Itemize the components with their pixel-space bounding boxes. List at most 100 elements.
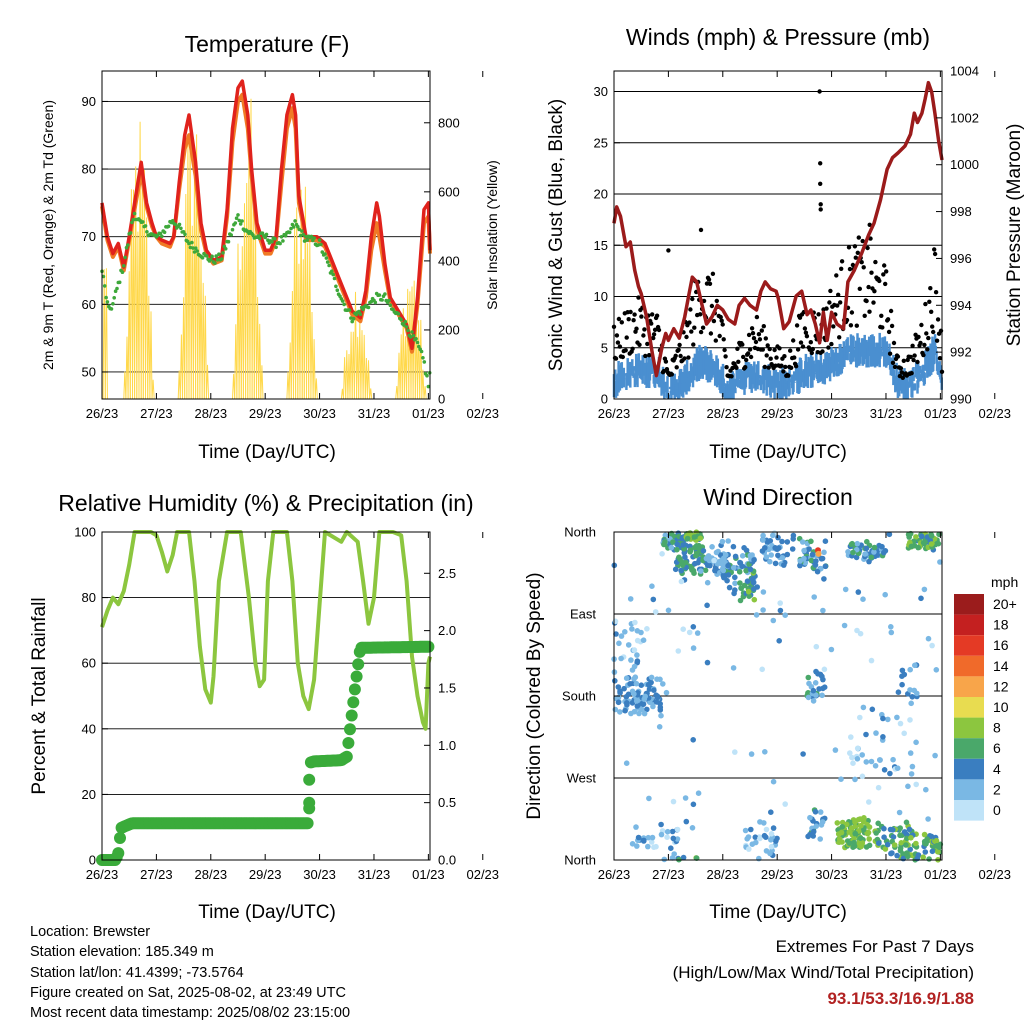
gust-point: [935, 317, 941, 322]
gust-point: [767, 346, 772, 352]
solar-spike: [134, 166, 138, 400]
dewpoint-point: [334, 284, 338, 289]
legend-swatch: [954, 655, 984, 677]
dewpoint-point: [145, 230, 149, 234]
station-location: Location: Brewster: [30, 924, 151, 940]
wind-direction-point: [797, 562, 803, 569]
wind-direction-point: [767, 558, 773, 565]
wind-direction-point: [691, 534, 698, 540]
x-tick-label: 02/23: [978, 867, 1011, 882]
dewpoint-point: [240, 219, 244, 223]
legend-swatch: [954, 676, 984, 697]
extremes-title: Extremes For Past 7 Days: [775, 937, 974, 956]
wind-direction-point: [866, 799, 872, 805]
gust-point: [879, 313, 884, 318]
wind-direction-point: [921, 586, 928, 593]
wind-direction-point: [885, 716, 891, 723]
wind-direction-chart-title: Wind Direction: [703, 484, 853, 510]
y-tick-label: 80: [82, 590, 96, 605]
humidity-line: [100, 530, 432, 731]
gust-point: [663, 359, 669, 364]
dewpoint-point: [128, 231, 133, 235]
wind-direction-point: [863, 545, 870, 552]
y-tick-label: 70: [82, 229, 96, 244]
wind-direction-point: [767, 538, 774, 544]
dewpoint-point: [380, 298, 384, 302]
gust-point: [932, 251, 938, 257]
y2-tick-label: 600: [438, 184, 460, 199]
wind-direction-point: [886, 531, 893, 538]
dewpoint-point: [122, 264, 126, 268]
x-tick-label: 27/23: [140, 406, 173, 421]
wind-direction-point: [618, 633, 625, 639]
wind-direction-point: [871, 544, 878, 551]
solar-spike: [249, 98, 253, 400]
gust-point: [923, 301, 928, 307]
legend-label: 12: [993, 678, 1009, 694]
wind-direction-point: [875, 784, 882, 791]
solar-spike: [177, 370, 181, 400]
wind-direction-point: [907, 846, 913, 853]
wind-direction-point: [866, 842, 873, 849]
x-tick-label: 30/23: [303, 867, 336, 882]
dewpoint-point: [192, 250, 197, 254]
wind-direction-point: [881, 549, 887, 556]
wind-direction-point: [741, 545, 747, 551]
dewpoint-point: [351, 316, 356, 321]
winds-x-axis-label: Time (Day/UTC): [709, 442, 847, 463]
wind-direction-point: [860, 819, 867, 825]
dewpoint-point: [366, 305, 371, 310]
humidity-plot-frame: [101, 531, 431, 861]
solar-spike: [240, 246, 244, 400]
gust-point: [764, 353, 769, 358]
y2-tick-label: 1.0: [438, 738, 456, 753]
solar-spike: [136, 231, 140, 400]
wind-direction-point: [913, 781, 919, 788]
wind-direction-point: [732, 574, 738, 581]
solar-spike: [142, 169, 146, 400]
dewpoint-point: [403, 319, 408, 324]
y2-tick-label: 994: [950, 298, 972, 313]
y-tick-label: 25: [594, 135, 608, 150]
dewpoint-point: [373, 300, 378, 305]
dewpoint-point: [117, 280, 122, 285]
wind-direction-point: [617, 688, 623, 694]
dewpoint-point: [283, 234, 288, 238]
gust-point: [709, 303, 715, 309]
recent-data-timestamp: Most recent data timestamp: 2025/08/02 2…: [30, 1005, 351, 1022]
dewpoint-point: [335, 288, 340, 293]
wind-direction-point: [648, 674, 655, 681]
gust-point: [847, 266, 853, 272]
gust-point: [757, 337, 763, 342]
dewpoint-point: [361, 307, 365, 312]
gust-point: [690, 296, 695, 302]
wind-direction-point: [894, 852, 900, 859]
legend-swatch: [954, 800, 984, 821]
solar-spike: [410, 286, 414, 400]
humidity-chart-title: Relative Humidity (%) & Precipitation (i…: [58, 490, 473, 516]
dewpoint-point: [281, 239, 285, 243]
dewpoint-point: [340, 299, 345, 303]
gust-point: [649, 321, 654, 326]
dewpoint-point: [123, 255, 127, 260]
gust-point: [707, 281, 713, 286]
precip-point: [112, 847, 125, 860]
wind-direction-point: [680, 626, 686, 632]
precip-point: [342, 737, 355, 749]
gust-point: [626, 317, 631, 322]
wind-direction-point: [690, 737, 696, 743]
gust-point: [865, 245, 870, 251]
solar-spike: [256, 296, 260, 400]
gust-point: [895, 354, 901, 359]
solar-spike: [349, 331, 353, 400]
gust-point: [721, 337, 726, 342]
precip-series: [96, 640, 435, 866]
wind-direction-point: [924, 836, 930, 842]
wind-direction-point: [899, 681, 905, 688]
wind-direction-point: [925, 635, 932, 642]
wind-direction-point: [872, 763, 879, 769]
gust-point: [643, 353, 648, 359]
wind-direction-point: [617, 709, 623, 715]
gust-point: [762, 364, 767, 370]
gust-point: [689, 329, 694, 334]
